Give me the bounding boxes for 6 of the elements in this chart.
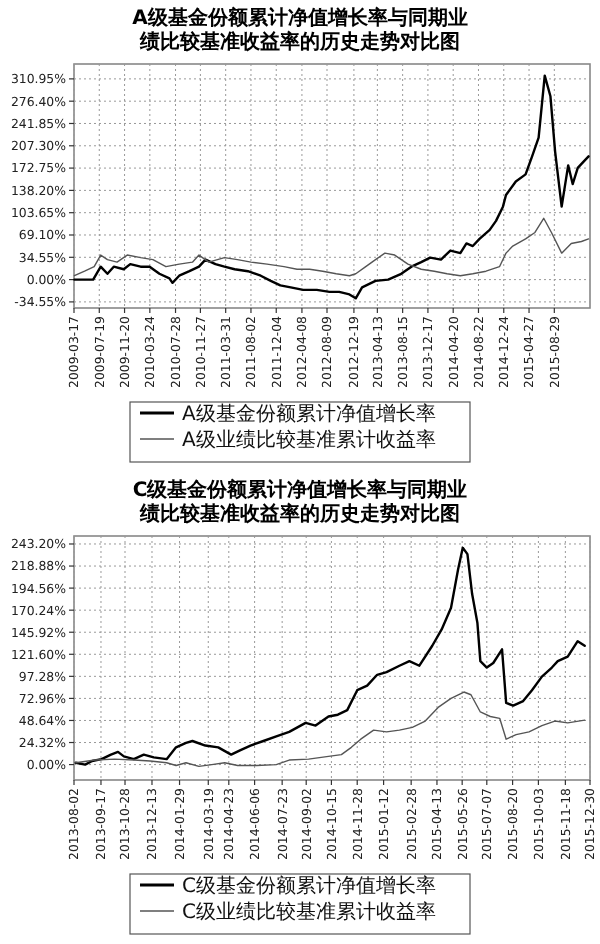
legend-label: C级基金份额累计净值增长率	[182, 874, 436, 898]
chart-title: C级基金份额累计净值增长率与同期业绩比较基准收益率的历史走势对比图	[132, 478, 468, 526]
chart-title: A级基金份额累计净值增长率与同期业绩比较基准收益率的历史走势对比图	[132, 6, 468, 54]
legend-label: A级基金份额累计净值增长率	[182, 402, 436, 426]
legend-label: C级业绩比较基准累计收益率	[182, 900, 436, 924]
legend-label: A级业绩比较基准累计收益率	[182, 428, 436, 452]
